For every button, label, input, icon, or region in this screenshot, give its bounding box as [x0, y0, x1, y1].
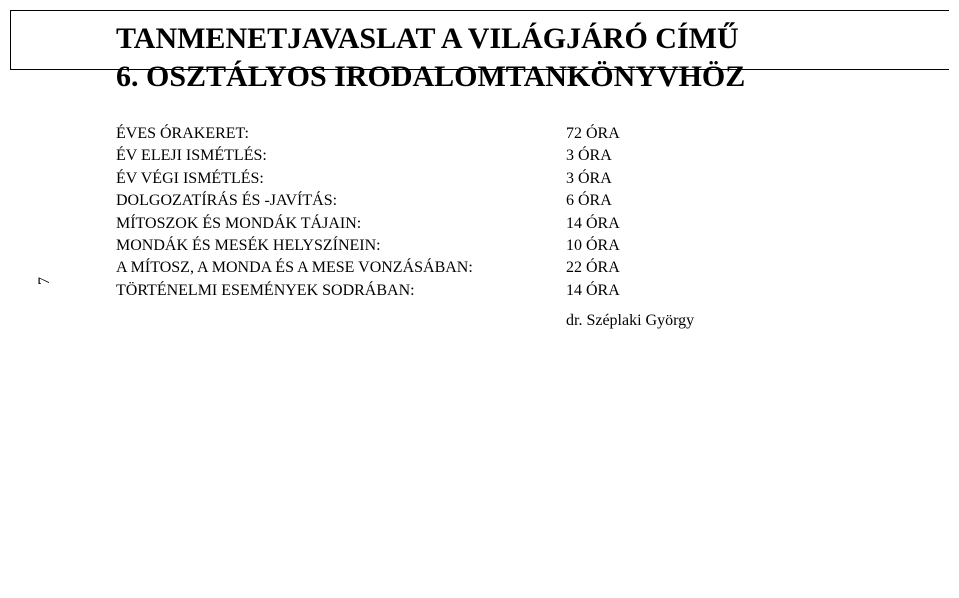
- row-label: MÍTOSZOK ÉS MONDÁK TÁJAIN:: [116, 213, 526, 235]
- row-label: ÉV VÉGI ISMÉTLÉS:: [116, 168, 526, 190]
- row-label: A MÍTOSZ, A MONDA ÉS A MESE VONZÁSÁBAN:: [116, 257, 526, 279]
- page-number: 7: [36, 277, 54, 285]
- hours-table: ÉVES ÓRAKERET: 72 ÓRA ÉV ELEJI ISMÉTLÉS:…: [116, 123, 919, 302]
- row-value: 6 ÓRA: [566, 190, 919, 212]
- row-value: 10 ÓRA: [566, 235, 919, 257]
- row-label: ÉVES ÓRAKERET:: [116, 123, 526, 145]
- row-value: 3 ÓRA: [566, 145, 919, 167]
- row-label: TÖRTÉNELMI ESEMÉNYEK SODRÁBAN:: [116, 280, 526, 302]
- title-line-1: TANMENETJAVASLAT A VILÁGJÁRÓ CÍMŰ: [116, 22, 739, 55]
- row-value: 14 ÓRA: [566, 213, 919, 235]
- author-name: dr. Széplaki György: [116, 312, 919, 330]
- row-label: ÉV ELEJI ISMÉTLÉS:: [116, 145, 526, 167]
- row-value: 14 ÓRA: [566, 280, 919, 302]
- row-value: 3 ÓRA: [566, 168, 919, 190]
- row-value: 22 ÓRA: [566, 257, 919, 279]
- page-title: TANMENETJAVASLAT A VILÁGJÁRÓ CÍMŰ 6. OSZ…: [116, 20, 919, 95]
- row-label: DOLGOZATÍRÁS ÉS -JAVÍTÁS:: [116, 190, 526, 212]
- title-line-2: 6. OSZTÁLYOS IRODALOMTANKÖNYVHÖZ: [116, 60, 745, 93]
- row-value: 72 ÓRA: [566, 123, 919, 145]
- page-content: TANMENETJAVASLAT A VILÁGJÁRÓ CÍMŰ 6. OSZ…: [116, 20, 919, 330]
- row-label: MONDÁK ÉS MESÉK HELYSZÍNEIN:: [116, 235, 526, 257]
